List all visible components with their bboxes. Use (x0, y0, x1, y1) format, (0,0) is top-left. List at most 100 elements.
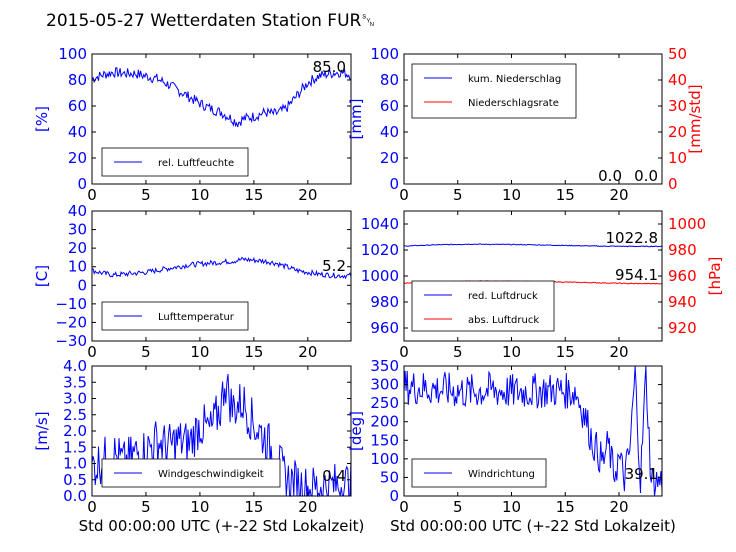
y-tick-label: 40 (68, 202, 87, 220)
y2-tick-label: 0 (668, 175, 678, 193)
x-axis-label: Std 00:00:00 UTC (+-22 Std Lokalzeit) (390, 517, 676, 535)
x-tick-label: 15 (556, 343, 575, 361)
x-tick-label: 10 (502, 186, 521, 204)
series-line-1 (91, 256, 352, 280)
x-tick-label: 20 (609, 343, 628, 361)
y2-tick-label: 40 (668, 71, 687, 89)
x-tick-label: 0 (399, 186, 409, 204)
x-tick-label: 15 (244, 186, 263, 204)
x-tick-label: 10 (502, 343, 521, 361)
y-tick-label: 3.0 (63, 390, 87, 408)
y-tick-label: 4.0 (63, 357, 87, 375)
last-value-label: 0.4 (322, 467, 346, 485)
y-tick-label: 60 (68, 97, 87, 115)
x-tick-label: 0 (87, 498, 97, 516)
series-line-1 (403, 365, 663, 497)
x-tick-label: 0 (399, 498, 409, 516)
x-tick-label: 5 (141, 186, 151, 204)
y-tick-label: 30 (68, 221, 87, 239)
axes-frame (91, 210, 352, 342)
last-value-label: 0.0 (598, 167, 622, 185)
x-tick-label: 20 (298, 498, 317, 516)
series-line-1 (403, 243, 662, 248)
y-tick-label: 1.5 (63, 438, 87, 456)
y-axis-label: [C] (33, 265, 51, 287)
y-tick-label: 1020 (361, 241, 399, 259)
figure-title: 2015-05-27 Wetterdaten Station FUR␖ (46, 11, 375, 31)
x-tick-label: 5 (141, 498, 151, 516)
y-axis-label: [deg] (347, 411, 365, 451)
y-tick-label: 80 (380, 71, 399, 89)
last-value-label: 1022.8 (606, 229, 659, 247)
y-axis-label: [mm] (347, 99, 365, 140)
last-value-label: 0.0 (634, 167, 658, 185)
x-tick-label: 15 (244, 498, 263, 516)
y2-tick-label: 20 (668, 123, 687, 141)
x-tick-label: 10 (502, 498, 521, 516)
y-tick-label: 1040 (361, 215, 399, 233)
x-tick-label: 5 (141, 343, 151, 361)
y2-tick-label: 50 (668, 45, 687, 63)
y-tick-label: 250 (370, 394, 399, 412)
y2-tick-label: 10 (668, 149, 687, 167)
last-value-label: 85.0 (313, 58, 346, 76)
axes-frame (91, 53, 352, 185)
y-axis-label: [m/s] (33, 411, 51, 450)
y-tick-label: −20 (55, 313, 87, 331)
y-tick-label: 100 (58, 45, 87, 63)
y-tick-label: 20 (68, 239, 87, 257)
series-line-1 (91, 374, 352, 498)
x-tick-label: 0 (399, 343, 409, 361)
chart-panel-1: 0 5 10 15 20 0 20 40 60 80 100 [%] rel. Luftfeuchte 8… (33, 45, 352, 204)
x-tick-label: 15 (556, 498, 575, 516)
x-tick-label: 10 (190, 498, 209, 516)
chart-panel-6: 0 5 10 15 20050100150200250300350[deg]Windri… (347, 357, 676, 535)
x-tick-label: 5 (453, 186, 463, 204)
y-tick-label: 1.0 (63, 455, 87, 473)
legend-label: kum. Niederschlag (468, 74, 561, 85)
y-tick-label: 100 (370, 450, 399, 468)
y-tick-label: 0 (389, 487, 399, 505)
y-tick-label: 40 (68, 123, 87, 141)
y-tick-label: 200 (370, 413, 399, 431)
legend-label: Windrichtung (468, 469, 535, 480)
legend-label: red. Luftdruck (468, 291, 538, 302)
y-tick-label: 60 (380, 97, 399, 115)
series-line-1 (91, 67, 352, 128)
chart-panel-2: 0 5 10 15 20 0 20 40 60 80 100 0 10 20 30 40 50 [mm] [mm/s… (347, 45, 704, 204)
y-tick-label: 0.5 (63, 471, 87, 489)
y-tick-label: 0 (389, 175, 399, 193)
y-tick-label: 80 (68, 71, 87, 89)
y2-axis-label: [hPa] (706, 257, 724, 296)
y-tick-label: 300 (370, 376, 399, 394)
y-tick-label: 0 (77, 276, 87, 294)
x-tick-label: 5 (453, 343, 463, 361)
legend-label: Windgeschwindigkeit (158, 469, 264, 480)
legend-label: Niederschlagsrate (468, 98, 559, 109)
chart-panel-3: 0 5 10 15 20−30−20−10010203040[C]Lufttempera… (33, 202, 352, 361)
x-axis-label: Std 00:00:00 UTC (+-22 Std Lokalzeit) (79, 517, 365, 535)
x-tick-label: 15 (556, 186, 575, 204)
y-tick-label: 100 (370, 45, 399, 63)
y-tick-label: −30 (55, 332, 87, 350)
x-tick-label: 20 (609, 186, 628, 204)
x-tick-label: 0 (87, 186, 97, 204)
x-tick-label: 0 (87, 343, 97, 361)
y2-tick-label: 920 (668, 319, 697, 337)
y-tick-label: 3.5 (63, 373, 87, 391)
y-tick-label: 1000 (361, 267, 399, 285)
y-tick-label: 960 (370, 319, 399, 337)
y2-tick-label: 960 (668, 267, 697, 285)
legend-label: rel. Luftfeuchte (158, 158, 234, 169)
y-tick-label: 40 (380, 123, 399, 141)
y-tick-label: 2.5 (63, 406, 87, 424)
y-tick-label: 2.0 (63, 422, 87, 440)
x-tick-label: 20 (609, 498, 628, 516)
chart-panel-4: 0 5 10 15 20 960 980 1000 1020 1040 920 940 960 980 10… (361, 210, 724, 361)
x-tick-label: 15 (244, 343, 263, 361)
y-tick-label: 10 (68, 258, 87, 276)
x-tick-label: 5 (453, 498, 463, 516)
y-tick-label: 20 (68, 149, 87, 167)
legend-box (411, 458, 547, 488)
